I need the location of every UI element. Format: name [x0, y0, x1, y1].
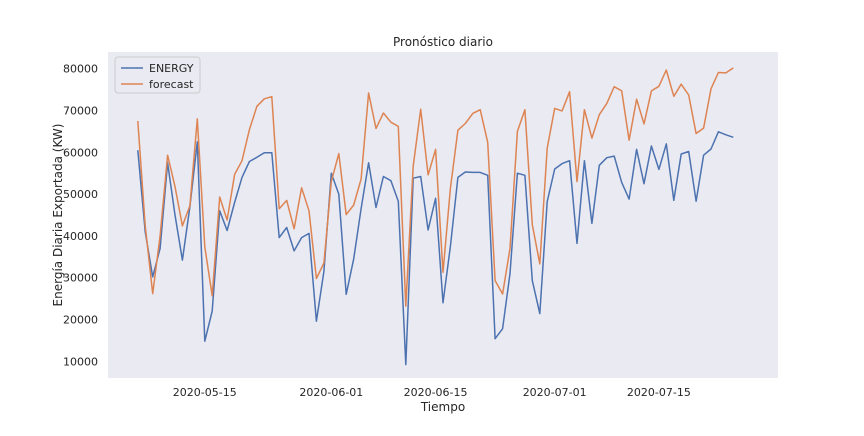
y-tick-label: 70000	[63, 105, 98, 118]
y-tick-label: 10000	[63, 355, 98, 368]
y-tick-label: 60000	[63, 146, 98, 159]
y-tick-label: 20000	[63, 313, 98, 326]
x-tick-label: 2020-06-01	[299, 386, 363, 399]
y-tick-label: 50000	[63, 188, 98, 201]
y-tick-label: 40000	[63, 230, 98, 243]
x-axis-label: Tiempo	[420, 400, 465, 414]
legend-label: forecast	[149, 78, 194, 91]
series-line-forecast	[137, 67, 734, 307]
x-tick-label: 2020-05-15	[173, 386, 237, 399]
legend: ENERGY forecast	[114, 56, 201, 94]
x-tick-label: 2020-07-15	[627, 386, 691, 399]
x-tick-label: 2020-07-01	[523, 386, 587, 399]
x-axis-ticks: 2020-05-15 2020-06-01 2020-06-15 2020-07-01…	[173, 386, 691, 399]
y-tick-label: 80000	[63, 63, 98, 76]
legend-label: ENERGY	[149, 62, 194, 75]
series-layer	[137, 67, 734, 366]
y-axis-label: Energía Diaria Exportada (KW)	[51, 124, 65, 307]
chart-title: Pronóstico diario	[393, 35, 493, 49]
series-line-energy	[137, 131, 734, 366]
y-tick-label: 30000	[63, 272, 98, 285]
x-tick-label: 2020-06-15	[404, 386, 468, 399]
y-axis-ticks: 10000 20000 30000 40000 50000 60000 70000 80000	[63, 63, 98, 369]
